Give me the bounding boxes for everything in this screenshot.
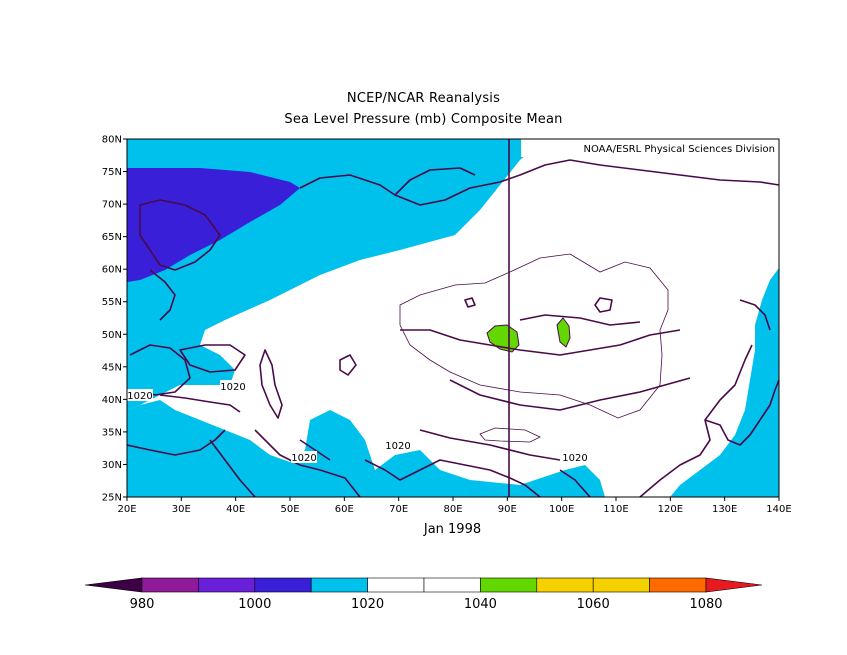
chart-subtitle: Sea Level Pressure (mb) Composite Mean bbox=[284, 112, 563, 127]
contour-line-small bbox=[479, 427, 541, 443]
coast-okhotsk bbox=[739, 299, 771, 331]
lat-tick-label: 45N bbox=[102, 362, 122, 373]
colorbar-label: 1080 bbox=[689, 597, 722, 612]
colorbar-bin bbox=[254, 577, 312, 593]
lat-tick-label: 70N bbox=[102, 200, 122, 211]
lat-tick-label: 25N bbox=[102, 493, 122, 504]
colorbar-arrow-high bbox=[705, 577, 763, 593]
colorbar: 980 1000 1020 1040 1060 1080 bbox=[84, 577, 763, 612]
lon-tick-label: 40E bbox=[226, 504, 245, 515]
lon-tick-label: 100E bbox=[549, 504, 574, 515]
coast-gulf bbox=[299, 439, 331, 461]
border-china bbox=[449, 377, 691, 411]
coast-caspian bbox=[259, 349, 283, 419]
colorbar-bin bbox=[310, 577, 368, 593]
coast-japan bbox=[759, 379, 780, 421]
lon-tick-label: 90E bbox=[498, 504, 517, 515]
colorbar-bin bbox=[367, 577, 425, 593]
longitude-axis: 20E 30E 40E 50E 60E 70E 80E 90E 100E 110E 120E 130E… bbox=[117, 497, 792, 515]
colorbar-bin bbox=[480, 577, 538, 593]
contour-label-bg-5 bbox=[562, 451, 588, 463]
period-label: Jan 1998 bbox=[423, 522, 482, 537]
coast-arctic bbox=[299, 159, 780, 206]
contour-label-bg-4 bbox=[385, 439, 411, 451]
contour-label-1: 1020 bbox=[220, 382, 245, 393]
contour-label-4: 1020 bbox=[385, 441, 410, 452]
lon-tick-label: 60E bbox=[335, 504, 354, 515]
lat-tick-label: 50N bbox=[102, 330, 122, 341]
coast-europe-south bbox=[129, 344, 191, 396]
coast-china-east bbox=[639, 344, 753, 498]
lat-tick-label: 75N bbox=[102, 167, 122, 178]
credit-box bbox=[521, 139, 779, 157]
contour-label-5: 1020 bbox=[562, 453, 587, 464]
coast-mediterranean bbox=[126, 429, 226, 456]
lake-baikal bbox=[594, 297, 613, 313]
lon-tick-label: 70E bbox=[389, 504, 408, 515]
coast-aral bbox=[339, 354, 357, 376]
coast-arabia bbox=[254, 429, 361, 498]
lat-tick-label: 60N bbox=[102, 265, 122, 276]
lon-tick-label: 50E bbox=[280, 504, 299, 515]
coast-turkey bbox=[159, 394, 241, 413]
colorbar-bin bbox=[592, 577, 650, 593]
latitude-axis: 80N 75N 70N 65N 60N 55N 50N 45N 40N 35N 30N 25N bbox=[102, 135, 127, 504]
coast-scandinavia bbox=[139, 199, 221, 271]
colorbar-arrow-low bbox=[84, 577, 143, 593]
border-himalaya bbox=[419, 429, 561, 461]
credit-text: NOAA/ESRL Physical Sciences Division bbox=[584, 144, 776, 155]
lat-tick-label: 40N bbox=[102, 395, 122, 406]
border-mongolia bbox=[519, 314, 641, 326]
coast-se-asia bbox=[559, 469, 591, 498]
colorbar-label: 1000 bbox=[238, 597, 271, 612]
lake-balkhash bbox=[464, 297, 476, 308]
coast-korea bbox=[704, 419, 761, 446]
border-central-asia bbox=[400, 329, 681, 356]
lon-tick-label: 110E bbox=[603, 504, 628, 515]
lon-tick-label: 20E bbox=[117, 504, 136, 515]
colorbar-bin bbox=[536, 577, 594, 593]
coast-red-sea bbox=[209, 439, 256, 498]
lat-tick-label: 30N bbox=[102, 460, 122, 471]
lat-tick-label: 65N bbox=[102, 232, 122, 243]
contour-label-3: 1020 bbox=[291, 453, 316, 464]
coastlines bbox=[126, 159, 780, 498]
lon-tick-label: 80E bbox=[443, 504, 462, 515]
colorbar-bin bbox=[198, 577, 256, 593]
lat-tick-label: 55N bbox=[102, 297, 122, 308]
coast-baltic bbox=[149, 269, 176, 321]
colorbar-label: 1060 bbox=[577, 597, 610, 612]
coast-novaya-zemlya bbox=[394, 167, 476, 196]
contour-label-bg-3 bbox=[291, 451, 317, 463]
chart-title: NCEP/NCAR Reanalysis bbox=[346, 91, 501, 106]
colorbar-label: 1040 bbox=[464, 597, 497, 612]
contour-labels: 1020 1020 1020 1020 1020 bbox=[127, 380, 588, 464]
contour-label-bg-2 bbox=[127, 389, 153, 401]
map-body: NOAA/ESRL Physical Sciences Division 102… bbox=[126, 138, 780, 498]
lon-tick-label: 30E bbox=[172, 504, 191, 515]
coast-black-sea bbox=[179, 344, 246, 373]
lat-tick-label: 35N bbox=[102, 427, 122, 438]
colorbar-bin bbox=[423, 577, 481, 593]
contour-label-2: 1020 bbox=[127, 391, 152, 402]
coast-india bbox=[364, 459, 541, 498]
lon-tick-label: 140E bbox=[766, 504, 791, 515]
colorbar-label: 1020 bbox=[351, 597, 384, 612]
cyan-region-southwest bbox=[127, 400, 605, 497]
lon-tick-label: 130E bbox=[712, 504, 737, 515]
colorbar-label: 980 bbox=[130, 597, 155, 612]
colorbar-bin bbox=[141, 577, 199, 593]
contour-label-bg-1 bbox=[220, 380, 246, 392]
lon-tick-label: 120E bbox=[658, 504, 683, 515]
lat-tick-label: 80N bbox=[102, 135, 122, 146]
purple-region-scandinavia bbox=[127, 168, 300, 282]
colorbar-bin bbox=[649, 577, 707, 593]
green-high-spot-east bbox=[556, 317, 571, 348]
contour-line-1030 bbox=[399, 253, 669, 419]
cyan-region-east bbox=[670, 268, 779, 497]
